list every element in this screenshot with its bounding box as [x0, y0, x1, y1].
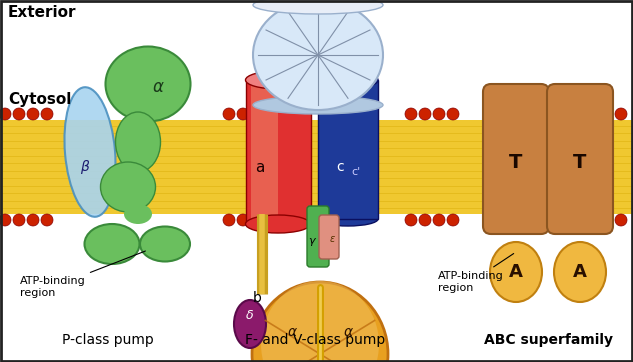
Bar [251, 80, 278, 224]
Ellipse shape [253, 96, 383, 114]
Text: ATP-binding
region: ATP-binding region [20, 251, 146, 298]
Ellipse shape [124, 204, 152, 224]
Text: A: A [573, 263, 587, 281]
Circle shape [27, 108, 39, 120]
Text: ABC superfamily: ABC superfamily [484, 333, 613, 347]
Circle shape [405, 108, 417, 120]
Circle shape [251, 108, 263, 120]
Circle shape [223, 108, 235, 120]
Ellipse shape [140, 227, 190, 261]
Text: a: a [255, 160, 265, 174]
Circle shape [447, 108, 459, 120]
Text: $\beta$: $\beta$ [80, 158, 91, 176]
Text: T: T [573, 152, 587, 172]
Ellipse shape [101, 162, 156, 212]
Text: T: T [510, 152, 523, 172]
Circle shape [13, 108, 25, 120]
Ellipse shape [261, 281, 379, 362]
Ellipse shape [252, 282, 388, 362]
Text: $\delta$: $\delta$ [246, 309, 254, 322]
Text: A: A [509, 263, 523, 281]
Ellipse shape [318, 212, 378, 226]
Ellipse shape [246, 71, 311, 89]
Text: $\alpha$: $\alpha$ [342, 325, 353, 339]
Ellipse shape [253, 0, 383, 14]
FancyBboxPatch shape [319, 215, 339, 259]
Circle shape [433, 214, 445, 226]
Circle shape [13, 214, 25, 226]
Text: b: b [253, 291, 261, 305]
Circle shape [0, 108, 11, 120]
Circle shape [41, 214, 53, 226]
Text: Cytosol: Cytosol [8, 92, 72, 107]
Circle shape [237, 108, 249, 120]
Circle shape [223, 214, 235, 226]
Ellipse shape [65, 87, 116, 217]
Ellipse shape [234, 300, 266, 348]
FancyBboxPatch shape [307, 206, 329, 267]
Circle shape [237, 214, 249, 226]
Ellipse shape [554, 242, 606, 302]
Text: $\alpha$: $\alpha$ [152, 78, 165, 96]
Text: Exterior: Exterior [8, 5, 77, 20]
Text: P-class pump: P-class pump [62, 333, 154, 347]
Ellipse shape [246, 215, 311, 233]
Text: $\varepsilon$: $\varepsilon$ [329, 234, 335, 244]
FancyBboxPatch shape [483, 84, 549, 234]
Circle shape [251, 214, 263, 226]
Text: $\alpha$: $\alpha$ [287, 325, 298, 339]
Circle shape [405, 214, 417, 226]
Circle shape [615, 108, 627, 120]
Circle shape [419, 214, 431, 226]
Text: c: c [336, 160, 344, 174]
Text: $\gamma$: $\gamma$ [308, 236, 318, 248]
Circle shape [419, 108, 431, 120]
Text: c': c' [351, 167, 361, 177]
Text: ATP-binding
region: ATP-binding region [0, 361, 1, 362]
Bar [246, 80, 311, 224]
Ellipse shape [115, 112, 161, 172]
Text: ATP-binding
region: ATP-binding region [438, 253, 514, 293]
Ellipse shape [318, 71, 378, 89]
Text: F- and V-class pump: F- and V-class pump [245, 333, 385, 347]
Ellipse shape [490, 242, 542, 302]
Ellipse shape [106, 46, 191, 122]
Circle shape [27, 214, 39, 226]
Circle shape [0, 214, 11, 226]
Ellipse shape [253, 0, 383, 110]
Circle shape [447, 214, 459, 226]
Bar [318, 80, 378, 219]
Circle shape [433, 108, 445, 120]
Circle shape [615, 214, 627, 226]
Ellipse shape [84, 224, 139, 264]
FancyBboxPatch shape [547, 84, 613, 234]
Bar [0, 120, 633, 214]
Circle shape [41, 108, 53, 120]
